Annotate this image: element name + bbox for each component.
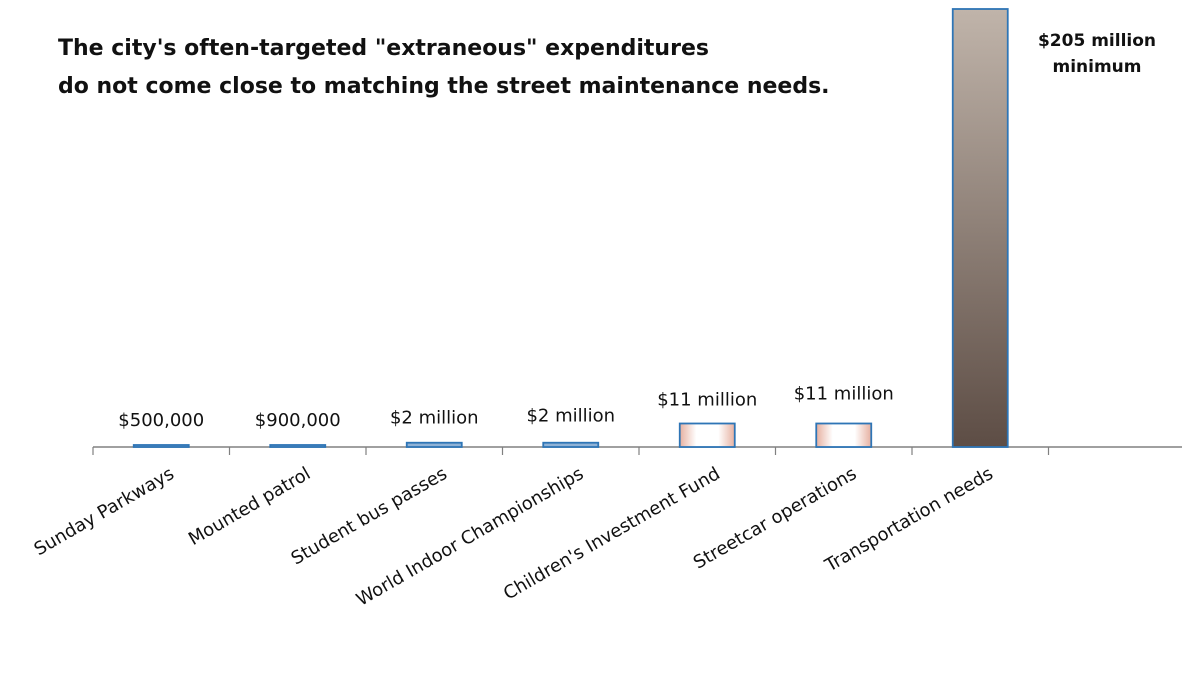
bar-3 xyxy=(405,441,463,448)
data-label-2: $900,000 xyxy=(255,410,341,431)
category-label-4: World Indoor Championships xyxy=(353,463,587,610)
bar-6 xyxy=(815,422,873,448)
data-label-1: $500,000 xyxy=(118,410,204,431)
bar-2 xyxy=(269,444,327,448)
title-line-1: The city's often-targeted "extraneous" e… xyxy=(58,36,709,61)
bar-1 xyxy=(132,444,190,448)
data-label-6: $11 million xyxy=(794,383,894,404)
category-label-2: Mounted patrol xyxy=(185,463,314,550)
data-label-3: $2 million xyxy=(390,408,479,429)
bar-5 xyxy=(678,422,736,448)
category-label-1: Sunday Parkways xyxy=(31,463,178,560)
chart-title: The city's often-targeted "extraneous" e… xyxy=(58,30,830,106)
bar-7 xyxy=(951,8,1009,448)
data-label-4: $2 million xyxy=(526,406,615,427)
title-line-2: do not come close to matching the street… xyxy=(58,74,830,99)
bar-4 xyxy=(542,441,600,448)
data-label-7: $205 million minimum xyxy=(1038,31,1156,77)
data-label-5: $11 million xyxy=(657,389,757,410)
category-label-5: Children's Investment Fund xyxy=(500,463,724,604)
